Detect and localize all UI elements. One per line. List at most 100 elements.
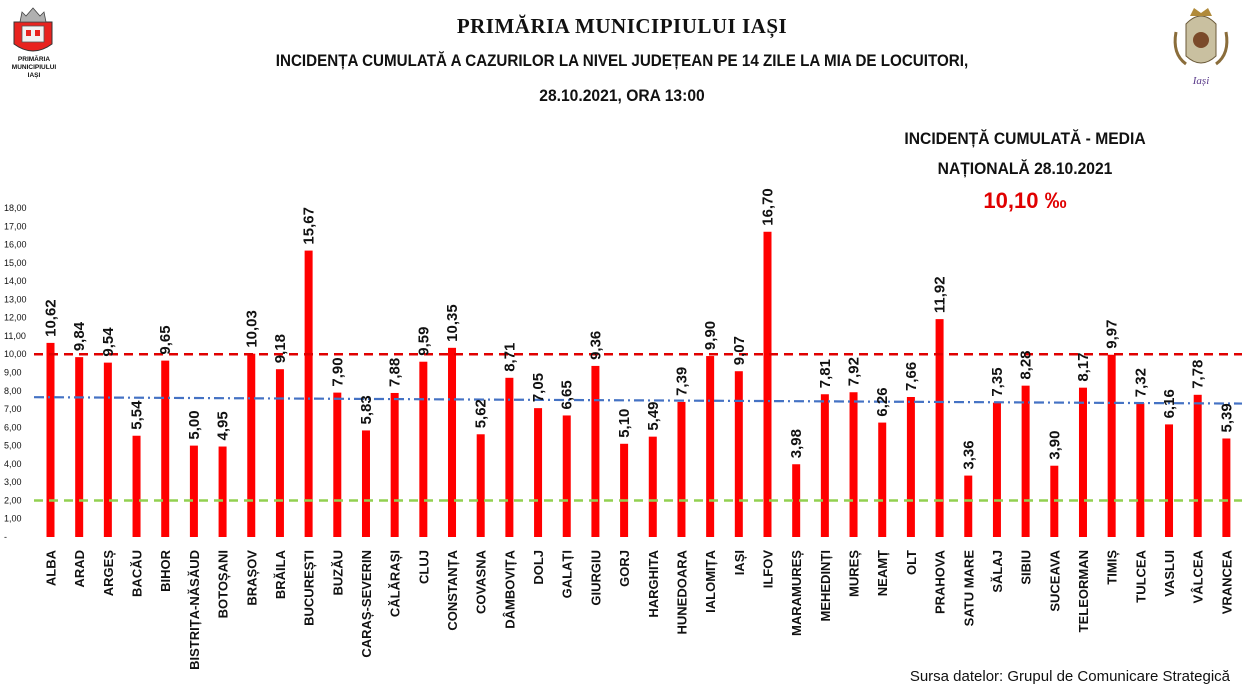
value-label: 3,36 (960, 440, 977, 469)
bar (792, 464, 801, 537)
national-incidence-label-line-2: NAȚIONALĂ 28.10.2021 (937, 159, 1113, 178)
category-label: TIMIȘ (1105, 550, 1120, 585)
category-label: CĂLĂRAȘI (388, 550, 403, 617)
x-axis-labels: ALBA ARAD ARGEȘ BACĂU BIHOR BISTRIȚA-NĂSĂUD BO… (44, 549, 1235, 670)
category-label: CLUJ (416, 550, 431, 584)
category-label: ARGEȘ (101, 550, 116, 597)
bar (820, 394, 829, 537)
value-label: 9,97 (1104, 320, 1121, 349)
reference-lines (33, 352, 1243, 502)
value-label: 5,49 (645, 401, 662, 430)
y-tick-label: 17,00 (4, 221, 27, 231)
category-label: BIHOR (158, 549, 173, 592)
category-label: GIURGIU (588, 550, 603, 606)
y-tick-label: 12,00 (4, 313, 27, 323)
value-label: 4,95 (215, 411, 232, 440)
value-label: 5,54 (129, 400, 146, 430)
value-label: 9,65 (157, 325, 174, 354)
national-incidence-value: 10,10 ‰ (983, 188, 1067, 213)
bar (275, 369, 284, 537)
category-label: NEAMȚ (875, 550, 890, 596)
category-label: TULCEA (1133, 549, 1148, 602)
category-label: SUCEAVA (1047, 549, 1062, 611)
bar (534, 408, 543, 537)
right-logo-text: Iași (1192, 75, 1210, 87)
bar (247, 353, 256, 537)
category-label: GALAȚI (560, 550, 575, 598)
bar (103, 362, 112, 537)
bar (992, 402, 1001, 537)
page-title: PRIMĂRIA MUNICIPIULUI IAȘI (456, 14, 788, 38)
bar (677, 401, 686, 537)
logo-caption: PRIMĂRIA MUNICIPIULUI IAȘI (4, 56, 64, 80)
value-label: 9,54 (100, 327, 117, 357)
y-tick-label: 8,00 (4, 386, 22, 396)
category-label: IAȘI (732, 550, 747, 575)
value-label: 10,03 (243, 310, 260, 348)
chart-subtitle: INCIDENȚA CUMULATĂ A CAZURILOR LA NIVEL … (275, 52, 969, 70)
value-label: 7,81 (817, 359, 834, 388)
category-label: MUREȘ (847, 550, 862, 597)
bar (189, 445, 198, 537)
national-incidence-label: INCIDENȚĂ CUMULATĂ - MEDIA NAȚIONALĂ 28.… (892, 124, 1159, 184)
y-tick-label: 18,00 (4, 203, 27, 213)
value-labels: 10,62 9,84 9,54 5,54 9,65 5,00 4,95 10,03 9,18 15… (43, 188, 1236, 469)
value-label: 3,98 (788, 429, 805, 458)
value-label: 9,36 (587, 331, 604, 360)
y-axis: - 1,00 2,00 3,00 4,00 5,00 6,00 7,00 8,00 9,00 10,… (4, 203, 27, 542)
bar (419, 361, 428, 537)
y-tick-label: 1,00 (4, 514, 22, 524)
bar (75, 357, 84, 537)
value-label: 5,10 (616, 409, 633, 438)
value-label: 6,26 (874, 387, 891, 416)
y-tick-label: - (4, 532, 7, 542)
trend-line (33, 396, 1243, 405)
value-label: 3,90 (1046, 431, 1063, 460)
category-label: DÂMBOVIȚA (502, 549, 517, 628)
y-tick-label: 10,00 (4, 349, 27, 359)
bar (161, 360, 170, 537)
bar (1165, 424, 1174, 537)
bar (218, 446, 227, 537)
value-label: 7,90 (329, 357, 346, 386)
value-label: 6,65 (559, 380, 576, 409)
category-label: BUCUREȘTI (302, 550, 317, 626)
category-label: IALOMIȚA (703, 549, 718, 612)
national-incidence-label-line-1: INCIDENȚĂ CUMULATĂ - MEDIA (904, 129, 1146, 148)
category-label: HARGHITA (646, 549, 661, 617)
value-label: 6,16 (1161, 389, 1178, 418)
bar-series (46, 231, 1231, 537)
value-label: 9,07 (731, 336, 748, 365)
bar (132, 435, 141, 537)
bar (1107, 354, 1116, 537)
bar (763, 231, 772, 537)
category-label: GORJ (617, 550, 632, 587)
logo-line-2: MUNICIPIULUI (11, 64, 57, 71)
category-label: MARAMUREȘ (789, 550, 804, 636)
category-label: BRĂILA (273, 549, 288, 599)
value-label: 9,90 (702, 321, 719, 350)
category-label: DOLJ (531, 550, 546, 585)
bar (706, 356, 715, 537)
value-label: 7,78 (1190, 360, 1207, 389)
category-label: BRAȘOV (244, 550, 259, 606)
category-label: ILFOV (761, 550, 776, 589)
category-label: OLT (904, 550, 919, 575)
category-label: SATU MARE (961, 550, 976, 627)
value-label: 9,18 (272, 334, 289, 363)
chart-date: 28.10.2021, ORA 13:00 (539, 86, 705, 105)
category-label: BACĂU (130, 550, 145, 597)
coat-of-arms-logo: Iași (1173, 8, 1229, 87)
value-label: 5,00 (186, 410, 203, 439)
bar (505, 377, 514, 537)
category-label: BISTRIȚA-NĂSĂUD (187, 550, 202, 670)
y-tick-label: 5,00 (4, 441, 22, 451)
value-label: 5,83 (358, 395, 375, 424)
y-tick-label: 11,00 (4, 331, 26, 341)
category-label: CARAȘ-SEVERIN (359, 550, 374, 658)
value-label: 7,66 (903, 362, 920, 391)
bar (849, 392, 858, 537)
category-label: VASLUI (1162, 550, 1177, 597)
bar (476, 434, 485, 537)
